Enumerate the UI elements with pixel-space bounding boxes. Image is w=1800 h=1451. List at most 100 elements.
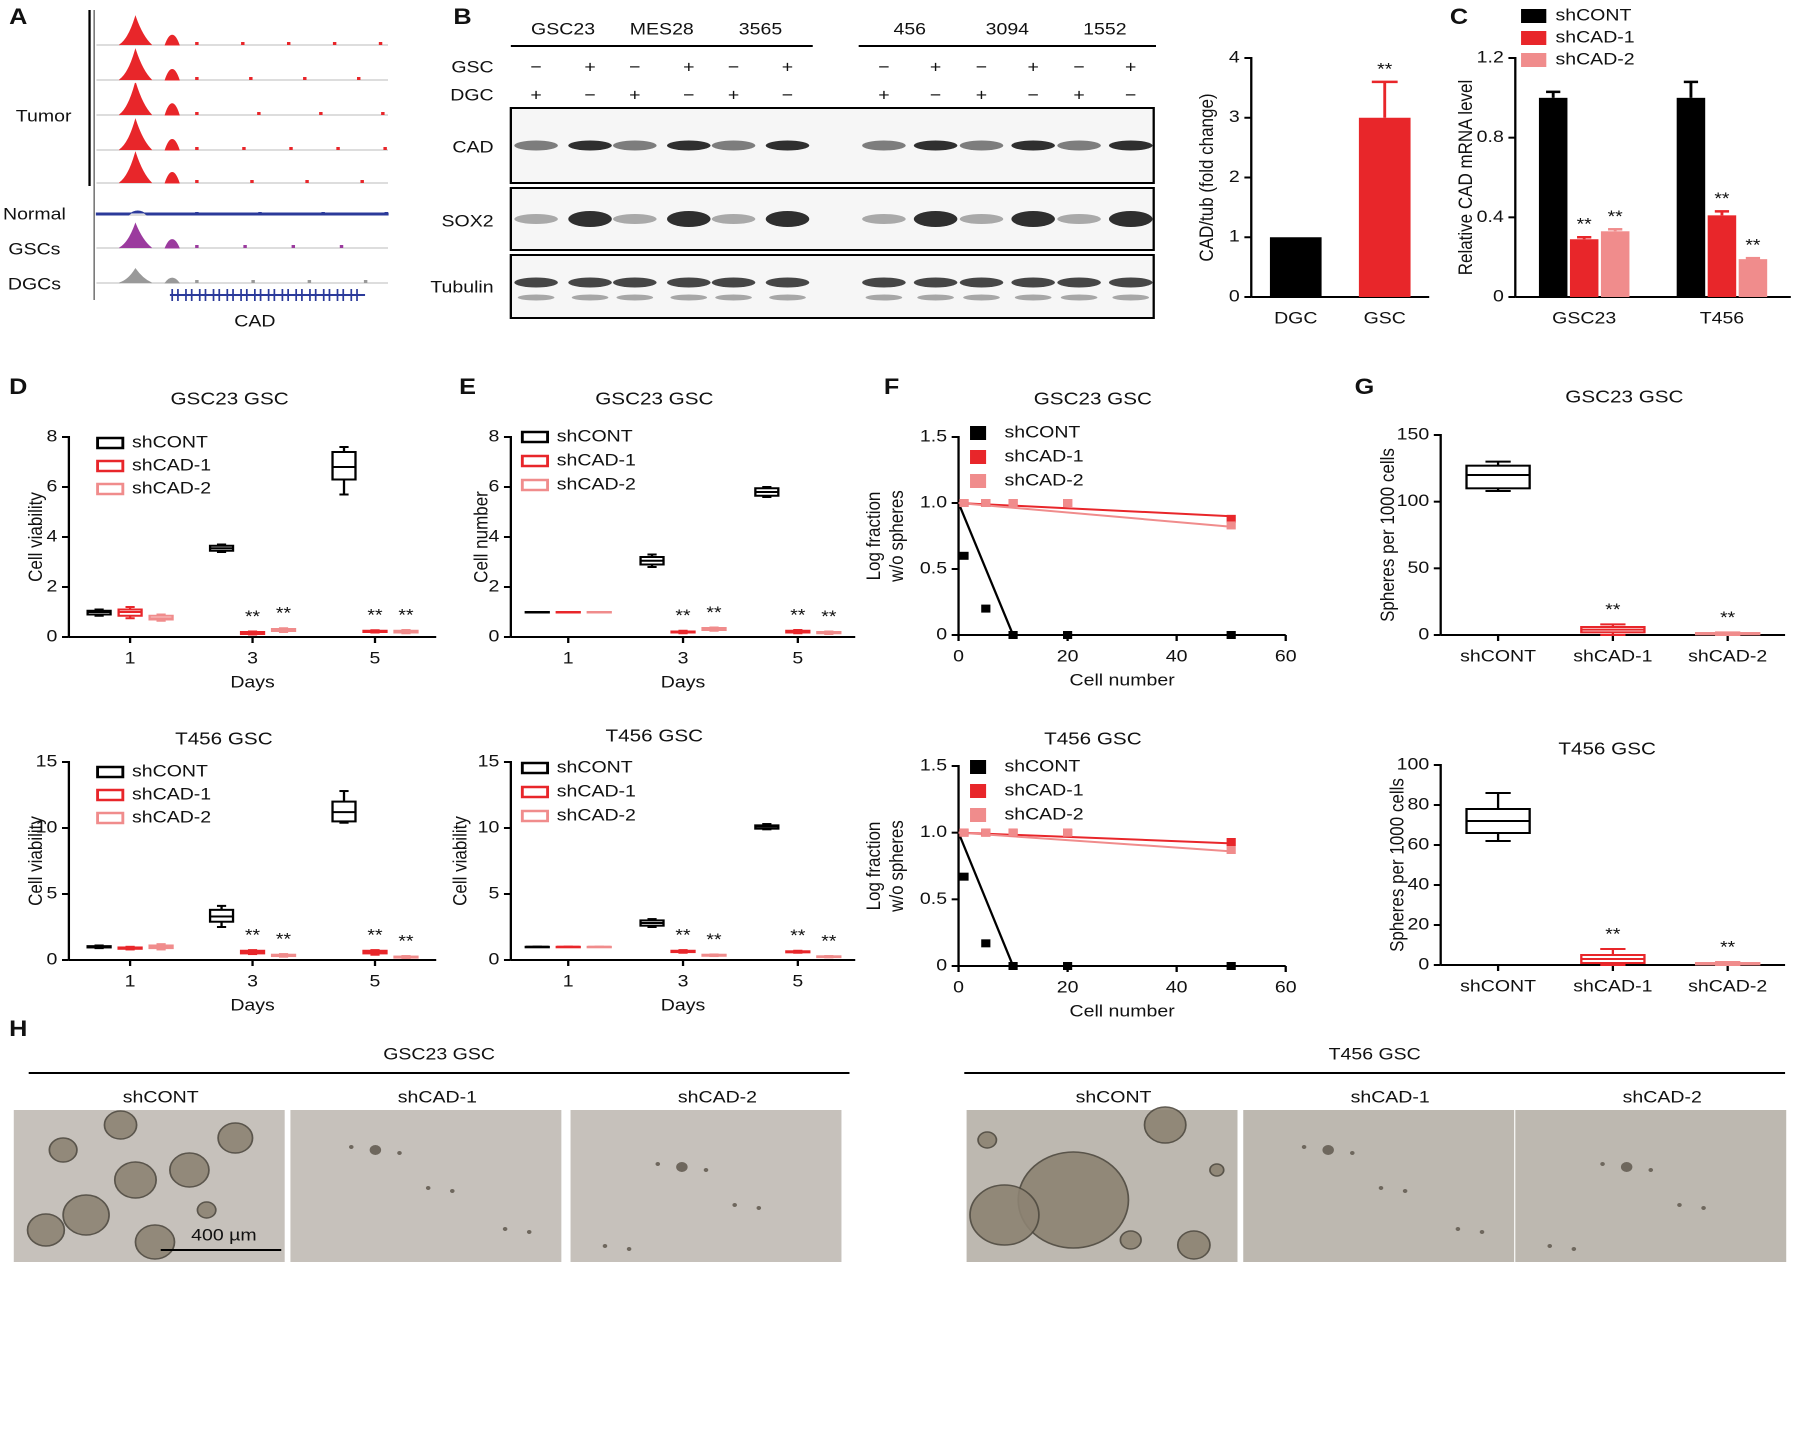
micrograph [1243, 1110, 1515, 1262]
cell [676, 1162, 688, 1172]
panel-letter: B [453, 5, 471, 29]
chart-title: T456 GSC [1044, 729, 1142, 749]
significance: ** [706, 602, 721, 622]
blot-band [913, 140, 958, 151]
point [981, 499, 991, 507]
x-tick-label: GSC [1364, 308, 1406, 328]
legend-swatch [970, 426, 987, 440]
legend-label: shCONT [1004, 422, 1080, 442]
point [981, 604, 991, 613]
y-axis-label: w/o spheres [885, 820, 907, 913]
dgc-sign: − [930, 85, 941, 105]
blot-band [862, 214, 906, 224]
cell [1301, 1145, 1307, 1149]
y-tick-label: 2 [488, 576, 499, 596]
x-axis-label: Days [230, 672, 274, 692]
cell [1571, 1247, 1577, 1251]
significance: ** [367, 925, 382, 945]
x-tick-label: 60 [1275, 977, 1297, 997]
legend-label: shCAD-2 [132, 807, 211, 827]
chart-title: GSC23 GSC [1034, 389, 1152, 409]
gsc-sign: + [1027, 57, 1038, 77]
legend-label: shCONT [1555, 5, 1631, 25]
blot-band [514, 214, 558, 224]
blot-band [616, 294, 654, 301]
point [981, 939, 991, 948]
blot-band [1014, 294, 1052, 301]
blot-band [715, 294, 752, 301]
dgc-sign: − [1125, 85, 1136, 105]
group-title: T456 GSC [1329, 1044, 1421, 1064]
blot-frame [509, 254, 1155, 319]
legend-label: shCAD-2 [132, 478, 211, 498]
band-label: SOX2 [442, 211, 494, 231]
legend-swatch [1521, 9, 1547, 23]
cell [397, 1151, 402, 1155]
significance: ** [675, 605, 690, 625]
legend-label: shCONT [132, 761, 208, 781]
track-dot [378, 42, 383, 45]
x-tick-label: 1 [125, 648, 136, 668]
blot-band [514, 140, 558, 151]
track-dot [319, 112, 323, 115]
y-tick-label: 0 [47, 949, 58, 969]
legend-swatch [970, 784, 987, 798]
chart-title: T456 GSC [175, 729, 273, 749]
point [1226, 514, 1236, 523]
track-dot [339, 245, 344, 248]
x-tick-label: GSC23 [1552, 308, 1616, 328]
cell [655, 1162, 661, 1166]
gsc-sign: − [1073, 57, 1084, 77]
y-tick-label: 1.2 [1477, 47, 1504, 67]
sphere [134, 1224, 176, 1260]
sphere [113, 1161, 157, 1199]
blot-band [862, 140, 906, 151]
fit-line [957, 832, 1015, 967]
panel-letter: A [9, 5, 27, 29]
significance: ** [1377, 59, 1392, 79]
point [1008, 828, 1018, 837]
blot-band [913, 211, 958, 227]
sphere [1119, 1230, 1142, 1250]
track-peaks [119, 118, 180, 151]
track-dot [291, 245, 296, 248]
sphere [1209, 1163, 1225, 1177]
track-dot [383, 147, 387, 150]
point [1008, 499, 1018, 507]
y-tick-label: 15 [36, 751, 58, 771]
y-tick-label: 4 [1229, 47, 1240, 67]
x-tick-label: 3 [678, 971, 689, 991]
blot-band [613, 214, 657, 224]
legend-swatch [96, 788, 125, 802]
x-tick-label: 0 [953, 977, 964, 997]
track-dot [251, 280, 255, 283]
legend-label: shCAD-1 [132, 784, 211, 804]
point [1063, 962, 1073, 970]
y-tick-label: 2 [47, 576, 58, 596]
point [981, 828, 991, 837]
point [959, 551, 969, 560]
blot-band [670, 294, 708, 301]
x-tick-label: 5 [370, 971, 381, 991]
x-axis-label: Days [661, 672, 705, 692]
y-tick-label: 0.4 [1477, 206, 1504, 226]
panel-letter: H [9, 1017, 27, 1041]
y-tick-label: 150 [1397, 424, 1430, 444]
y-tick-label: 0 [936, 955, 947, 975]
x-tick-label: shCONT [1460, 976, 1536, 996]
legend-label: shCAD-2 [1004, 804, 1083, 824]
cell [1600, 1162, 1605, 1166]
track-peaks [119, 15, 180, 46]
track-dot [381, 112, 385, 115]
y-tick-label: 5 [47, 883, 58, 903]
y-tick-label: 60 [1407, 834, 1429, 854]
y-tick-label: 8 [47, 426, 58, 446]
y-tick-label: 1.0 [920, 821, 947, 841]
track-label: Normal [3, 204, 66, 224]
cell [1350, 1151, 1355, 1155]
x-tick-label: 60 [1275, 646, 1297, 666]
sphere [1176, 1230, 1211, 1260]
cell-line-label: GSC23 [531, 19, 595, 39]
